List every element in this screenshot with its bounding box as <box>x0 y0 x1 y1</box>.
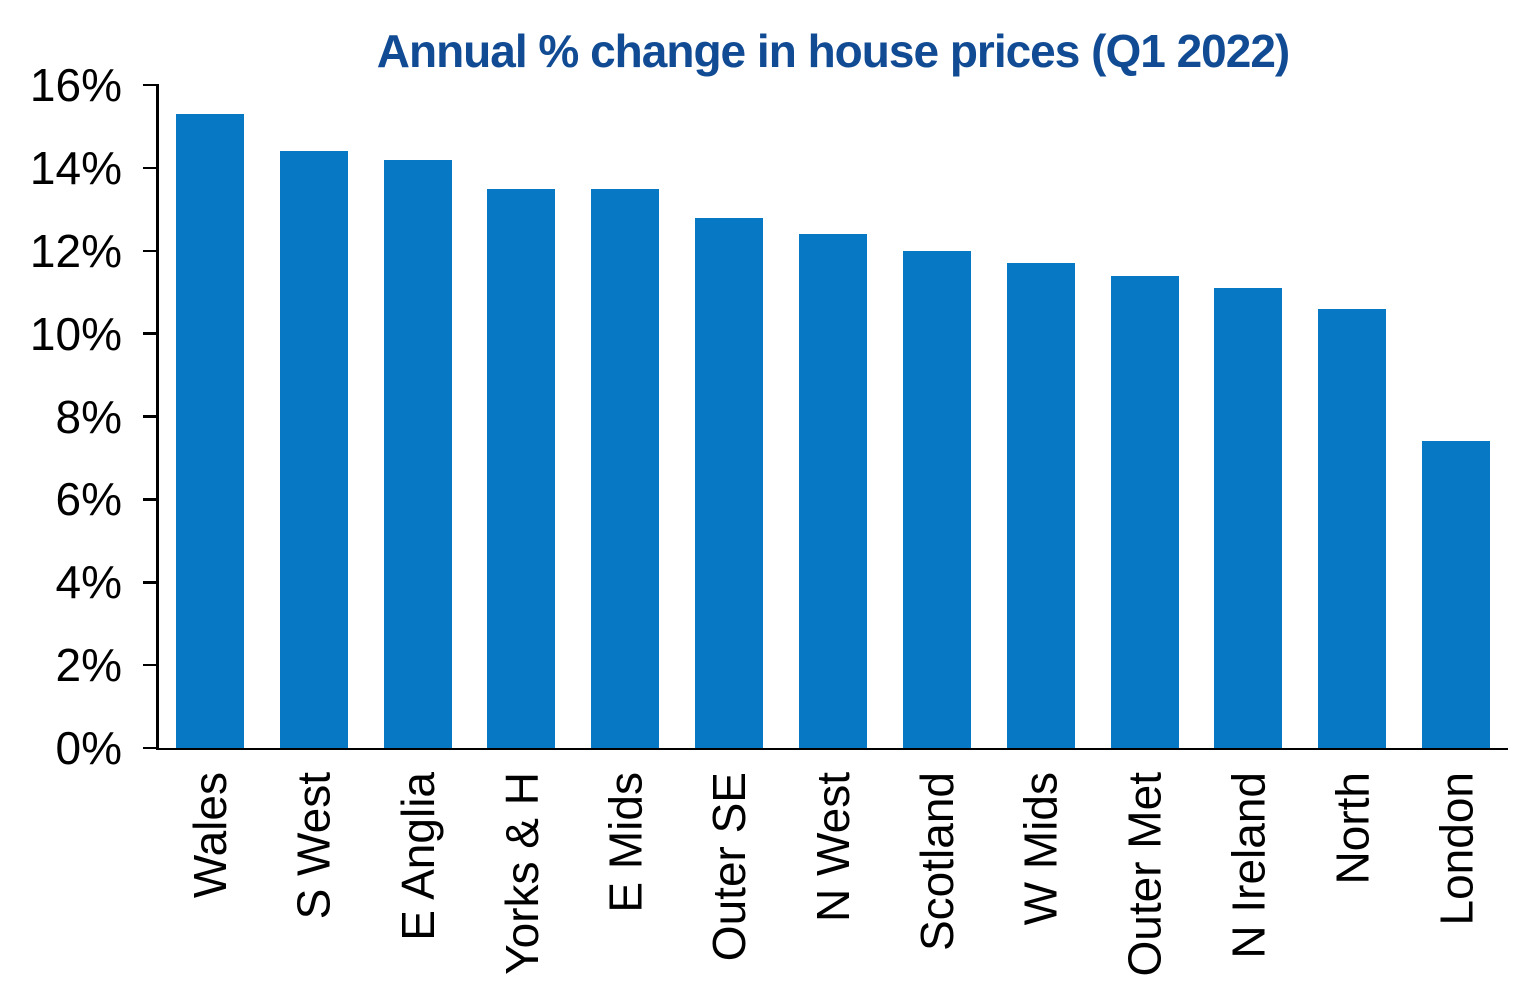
x-tick-label-n-west: N West <box>807 772 859 922</box>
bar-n-ireland <box>1214 288 1283 748</box>
x-tick-label-n-ireland: N Ireland <box>1222 772 1275 959</box>
y-tick-mark <box>143 498 158 501</box>
bar-n-west <box>799 234 867 748</box>
x-tick-label-london: London <box>1430 772 1483 926</box>
bar-wales <box>175 114 244 748</box>
x-tick-label-scotland: Scotland <box>910 772 963 952</box>
bar-north <box>1318 308 1387 748</box>
x-tick-label-wales: Wales <box>183 772 236 899</box>
bar-outer-se <box>695 217 764 748</box>
y-tick-mark <box>143 332 158 335</box>
x-tick-label-yorks-h: Yorks & H <box>495 772 548 975</box>
x-axis-line <box>156 747 1508 750</box>
x-tick-label-north: North <box>1326 772 1379 885</box>
y-tick-mark <box>143 166 158 170</box>
bar-e-mids <box>591 188 660 748</box>
bar-w-mids <box>1006 263 1075 748</box>
y-tick-label: 10% <box>29 307 122 360</box>
y-tick-label: 16% <box>29 59 122 111</box>
y-tick-label: 12% <box>29 224 122 277</box>
y-tick-label: 2% <box>55 639 122 692</box>
y-tick-label: 4% <box>55 556 122 609</box>
y-tick-label: 6% <box>55 473 122 526</box>
x-tick-label-s-west: S West <box>287 772 340 920</box>
y-tick-mark <box>143 581 158 584</box>
x-tick-label-outer-se: Outer SE <box>703 772 756 962</box>
bar-e-anglia <box>383 159 452 748</box>
y-axis-line <box>156 84 159 750</box>
y-tick-mark <box>143 663 158 667</box>
y-tick-mark <box>143 83 158 87</box>
y-tick-mark <box>143 746 158 750</box>
y-tick-label: 14% <box>29 141 122 194</box>
x-tick-label-e-anglia: E Anglia <box>391 772 444 941</box>
y-tick-mark <box>143 249 158 252</box>
bar-scotland <box>902 250 971 748</box>
x-tick-label-outer-met: Outer Met <box>1118 772 1171 977</box>
x-tick-label-w-mids: W Mids <box>1014 772 1067 926</box>
chart-title: Annual % change in house prices (Q1 2022… <box>376 25 1291 77</box>
y-tick-mark <box>143 415 158 418</box>
y-tick-label: 0% <box>55 722 122 774</box>
bar-s-west <box>279 151 348 748</box>
x-tick-label-e-mids: E Mids <box>599 772 652 913</box>
bar-yorks-h <box>487 188 556 748</box>
y-tick-label: 8% <box>55 390 122 443</box>
bar-london <box>1422 441 1491 748</box>
bar-outer-met <box>1110 275 1179 748</box>
